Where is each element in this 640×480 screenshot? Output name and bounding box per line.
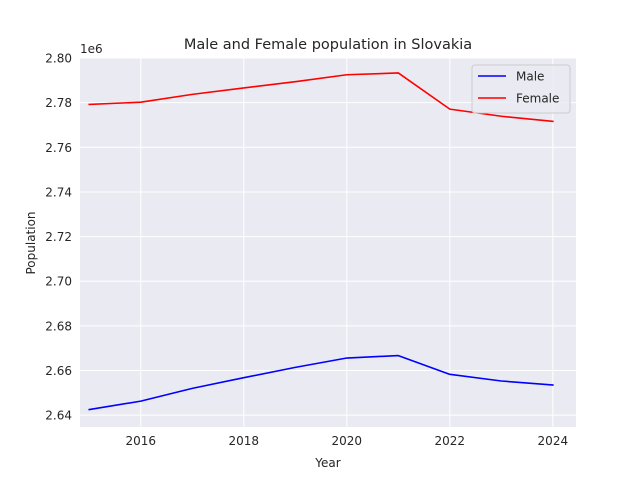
x-axis-label: Year — [314, 456, 340, 470]
x-tick-label: 2020 — [332, 434, 363, 448]
y-tick-label: 2.70 — [45, 275, 72, 289]
y-tick-label: 2.68 — [45, 319, 72, 333]
x-axis-ticks: 2016 2018 2020 2022 2024 — [126, 434, 569, 448]
x-tick-label: 2024 — [538, 434, 569, 448]
series-line-male — [88, 354, 554, 411]
x-tick-label: 2016 — [126, 434, 157, 448]
y-tick-label: 2.74 — [45, 185, 72, 199]
chart-title: Male and Female population in Slovakia — [184, 37, 472, 53]
x-tick-label: 2018 — [229, 434, 260, 448]
grid — [80, 57, 576, 427]
y-tick-label: 2.80 — [45, 52, 72, 66]
x-tick-label: 2022 — [435, 434, 466, 448]
y-tick-label: 2.76 — [45, 141, 72, 155]
y-axis-ticks: 2.64 2.66 2.68 2.70 2.72 2.74 2.76 2.78 2.80 — [45, 52, 72, 423]
y-axis-label: Population — [24, 211, 38, 274]
y-tick-label: 2.66 — [45, 364, 72, 378]
legend-box — [471, 64, 571, 114]
y-tick-label: 2.64 — [45, 409, 72, 423]
y-tick-label: 2.72 — [45, 230, 72, 244]
legend: Male Female — [471, 64, 571, 114]
y-offset-label: 1e6 — [80, 42, 103, 56]
y-tick-label: 2.78 — [45, 96, 72, 110]
legend-label-female: Female — [516, 92, 559, 106]
legend-label-male: Male — [516, 70, 544, 84]
plot-area — [80, 58, 576, 427]
